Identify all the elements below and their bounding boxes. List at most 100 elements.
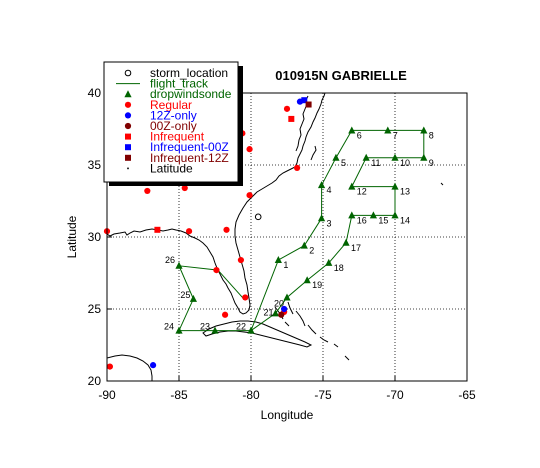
bahamas-6 xyxy=(319,336,329,343)
station-marker xyxy=(213,267,220,274)
waypoint-label: 24 xyxy=(164,322,174,332)
waypoint-label: 7 xyxy=(393,130,398,140)
x-tick-label: -75 xyxy=(314,388,332,402)
legend-label: Infrequent-12Z xyxy=(150,151,229,165)
y-tick-label: 25 xyxy=(88,302,102,316)
yucatan xyxy=(107,354,153,381)
us-coastline xyxy=(107,93,326,315)
legend: storm_locationflight_trackdropwindsondeR… xyxy=(103,61,243,186)
y-tick-label: 30 xyxy=(88,230,102,244)
station-marker xyxy=(281,305,288,313)
station-marker xyxy=(246,192,253,199)
bahamas-4 xyxy=(307,324,317,335)
legend-marker xyxy=(124,90,132,98)
station-marker xyxy=(106,363,113,370)
chart-title: 010915N GABRIELLE xyxy=(275,68,407,83)
waypoint-label: 1 xyxy=(283,260,288,270)
y-axis-label: Latitude xyxy=(65,215,79,258)
legend-label: 00Z-only xyxy=(150,119,197,133)
waypoint-label: 21 xyxy=(263,307,273,317)
legend-marker xyxy=(125,154,131,161)
legend-box xyxy=(103,61,239,183)
dropwindsonde-marker xyxy=(325,258,333,266)
dropwindsonde-marker xyxy=(271,309,280,317)
dropwindsonde-marker xyxy=(342,238,350,246)
station-marker xyxy=(144,187,151,195)
x-tick-label: -85 xyxy=(170,388,188,402)
waypoint-label: 9 xyxy=(429,158,434,168)
waypoint-label: 22 xyxy=(236,322,246,332)
station-marker xyxy=(246,146,253,153)
legend-label: Regular xyxy=(150,98,192,112)
bahamas-8 xyxy=(344,355,350,361)
x-axis-label: Longitude xyxy=(261,408,314,422)
waypoint-label: 13 xyxy=(400,187,410,197)
dropwindsonde-marker xyxy=(348,182,356,190)
waypoint-label: 18 xyxy=(334,263,344,273)
station-marker xyxy=(288,115,295,122)
station-marker xyxy=(301,97,308,104)
storm-location xyxy=(254,213,262,221)
station-marker xyxy=(221,311,229,318)
legend-marker xyxy=(124,69,132,77)
legend-marker xyxy=(125,144,131,151)
dropwindsonde-marker xyxy=(247,326,255,334)
dropwindsonde-marker xyxy=(317,181,326,189)
legend-marker xyxy=(124,122,132,130)
waypoint-label: 19 xyxy=(312,280,322,290)
dropwindsonde-marker xyxy=(391,153,399,161)
dropwindsonde-marker xyxy=(391,182,399,190)
dropwindsonde-marker xyxy=(348,211,356,219)
station-marker xyxy=(181,184,188,192)
station-marker xyxy=(237,256,245,264)
station-marker xyxy=(242,294,249,301)
dropwindsonde-marker xyxy=(274,256,282,264)
dropwindsonde-marker xyxy=(420,153,428,161)
legend-label: Latitude xyxy=(150,161,193,175)
y-tick-label: 20 xyxy=(88,374,102,388)
bahamas-7 xyxy=(333,343,339,348)
station-marker xyxy=(149,362,157,369)
y-tick-label: 35 xyxy=(88,158,102,172)
y-tick-label: 40 xyxy=(88,86,102,100)
waypoint-label: 17 xyxy=(351,243,361,253)
waypoint-label: 3 xyxy=(327,218,332,228)
waypoint-label: 4 xyxy=(327,185,332,195)
waypoint-label: 12 xyxy=(357,187,367,197)
dropwindsonde-marker xyxy=(332,153,340,161)
legend-label: Infrequent-00Z xyxy=(150,140,229,154)
waypoint-label: 14 xyxy=(400,215,410,225)
waypoint-label: 5 xyxy=(341,158,346,168)
x-tick-label: -90 xyxy=(98,388,116,402)
station-marker xyxy=(154,226,161,233)
bahamas-5 xyxy=(284,321,290,327)
dropwindsonde-marker xyxy=(303,276,311,284)
waypoint-label: 26 xyxy=(165,255,175,265)
station-marker xyxy=(293,164,301,171)
dropwindsonde-marker xyxy=(211,326,219,334)
legend-marker xyxy=(124,101,132,108)
storm-location-marker xyxy=(254,213,262,221)
x-tick-label: -80 xyxy=(242,388,260,402)
dropwindsonde-marker xyxy=(175,326,183,334)
station-marker xyxy=(185,228,193,235)
y-tick-labels: 20 25 30 35 40 xyxy=(88,86,112,388)
dropwindsonde-marker xyxy=(300,241,308,249)
x-tick-label: -65 xyxy=(458,388,476,402)
legend-marker xyxy=(127,167,129,170)
bahamas-3 xyxy=(295,310,306,327)
waypoint-label: 16 xyxy=(357,215,367,225)
x-tick-label: -70 xyxy=(386,388,404,402)
legend-label: 12Z-only xyxy=(150,108,197,122)
legend-label: storm_location xyxy=(150,66,228,80)
dropwindsonde-marker xyxy=(420,126,428,134)
station-marker xyxy=(223,226,230,233)
bahamas-2 xyxy=(287,301,294,315)
dropwindsonde-marker xyxy=(348,126,356,134)
waypoint-label: 15 xyxy=(378,215,388,225)
dropwindsonde-marker xyxy=(283,293,291,301)
waypoint-label: 2 xyxy=(309,246,314,256)
x-tick-labels: -90 -85 -80 -75 -70 -65 xyxy=(98,376,476,402)
legend-marker xyxy=(125,133,131,140)
